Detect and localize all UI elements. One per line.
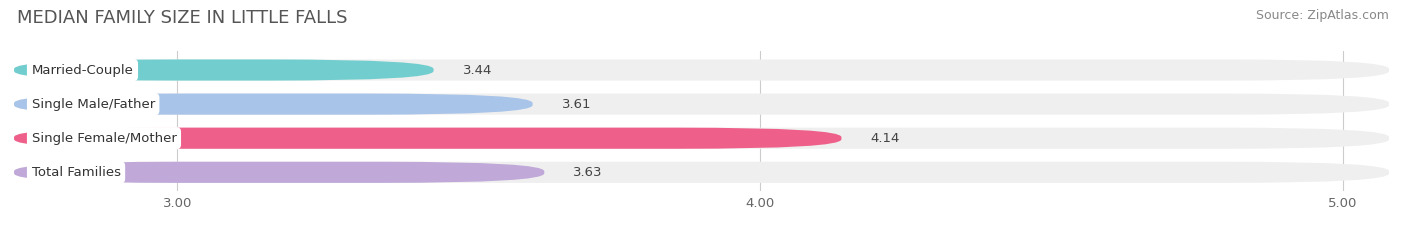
FancyBboxPatch shape <box>14 162 544 183</box>
Text: 3.61: 3.61 <box>562 98 592 111</box>
FancyBboxPatch shape <box>14 59 433 81</box>
FancyBboxPatch shape <box>14 128 841 149</box>
Text: 3.63: 3.63 <box>574 166 603 179</box>
Text: Single Male/Father: Single Male/Father <box>31 98 155 111</box>
FancyBboxPatch shape <box>14 59 1389 81</box>
Text: Married-Couple: Married-Couple <box>31 64 134 76</box>
FancyBboxPatch shape <box>14 93 533 115</box>
Text: 4.14: 4.14 <box>870 132 900 145</box>
FancyBboxPatch shape <box>14 162 1389 183</box>
Text: MEDIAN FAMILY SIZE IN LITTLE FALLS: MEDIAN FAMILY SIZE IN LITTLE FALLS <box>17 9 347 27</box>
Text: Single Female/Mother: Single Female/Mother <box>31 132 176 145</box>
Text: 3.44: 3.44 <box>463 64 492 76</box>
Text: Source: ZipAtlas.com: Source: ZipAtlas.com <box>1256 9 1389 22</box>
FancyBboxPatch shape <box>14 128 1389 149</box>
FancyBboxPatch shape <box>14 93 1389 115</box>
Text: Total Families: Total Families <box>31 166 121 179</box>
